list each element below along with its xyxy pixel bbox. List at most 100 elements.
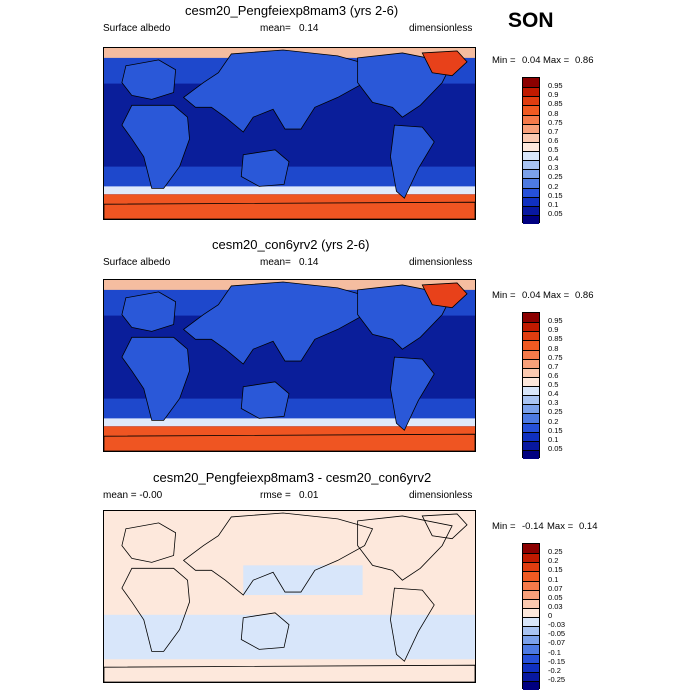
- colorbar-swatch: [523, 671, 539, 681]
- sea-ice-edge-band: [104, 418, 475, 427]
- colorbar-tick-label: 0.85: [548, 334, 563, 344]
- panel-1-units: dimensionless: [409, 23, 473, 34]
- continent-australia: [240, 381, 290, 419]
- continent-africa: [121, 104, 190, 189]
- colorbar-swatch: [523, 151, 539, 161]
- continent-antarctica: [104, 433, 475, 451]
- colorbar-tick-label: 0.25: [548, 547, 563, 557]
- colorbar-tick-label: 0.25: [548, 172, 563, 182]
- colorbar-swatch: [523, 607, 539, 617]
- panel-1-map: [103, 47, 476, 220]
- colorbar-swatch: [523, 449, 539, 459]
- panel-3-min-value: -0.14: [522, 521, 544, 532]
- colorbar-tick-label: 0.8: [548, 108, 559, 118]
- colorbar-swatch: [523, 96, 539, 106]
- colorbar-swatch: [523, 313, 539, 323]
- colorbar-swatch: [523, 653, 539, 663]
- colorbar-swatch: [523, 87, 539, 97]
- map-canvas: [104, 280, 475, 451]
- colorbar-swatch: [523, 205, 539, 215]
- colorbar-tick-label: 0.15: [548, 425, 563, 435]
- colorbar-tick-label: 0.75: [548, 117, 563, 127]
- colorbar-swatch: [523, 340, 539, 350]
- panel-3-rmse-value: 0.01: [299, 490, 319, 501]
- panel-1-min-label: Min =: [492, 55, 516, 66]
- colorbar-swatch: [523, 376, 539, 386]
- panel-2-min-label: Min =: [492, 290, 516, 301]
- colorbar-swatch: [523, 123, 539, 133]
- colorbar-swatch: [523, 386, 539, 396]
- colorbar-tick-label: -0.05: [548, 629, 566, 639]
- sea-ice-edge-band: [104, 186, 475, 195]
- season-label: SON: [508, 9, 554, 32]
- colorbar-tick-label: 0.95: [548, 316, 563, 326]
- colorbar-tick-label: 0.25: [548, 407, 563, 417]
- colorbar-tick-label: -0.15: [548, 656, 566, 666]
- colorbar-tick-label: 0.15: [548, 565, 563, 575]
- colorbar-swatch: [523, 214, 539, 224]
- colorbar-swatch: [523, 114, 539, 124]
- panel-1-max-label: Max =: [543, 55, 570, 66]
- panel-3-max-label: Max =: [547, 521, 574, 532]
- colorbar-tick-label: 0.15: [548, 190, 563, 200]
- colorbar-tick-label: 0.2: [548, 416, 559, 426]
- coastline-europe: [121, 522, 177, 563]
- colorbar-tick-label: 0.03: [548, 601, 563, 611]
- colorbar-tick-label: 0.5: [548, 380, 559, 389]
- south-ocean-band: [104, 398, 475, 421]
- colorbar-swatch: [523, 580, 539, 590]
- coastline-africa: [121, 567, 190, 652]
- colorbar-tick-label: -0.25: [548, 674, 566, 684]
- colorbar-swatch: [523, 662, 539, 672]
- colorbar-swatch: [523, 440, 539, 450]
- colorbar-tick-label: 0.2: [548, 556, 559, 566]
- colorbar-swatch: [523, 680, 539, 690]
- panel-2-min-value: 0.04: [522, 290, 541, 301]
- panel-1-colorbar: [522, 77, 540, 224]
- colorbar-swatch: [523, 413, 539, 423]
- panel-2-mean-value: 0.14: [299, 257, 319, 268]
- panel-2-mean-label: mean=: [260, 257, 291, 268]
- colorbar-swatch: [523, 367, 539, 377]
- south-ocean-band: [104, 166, 475, 189]
- continent-europe: [121, 291, 177, 332]
- colorbar-swatch: [523, 349, 539, 359]
- coastline-south-america: [390, 587, 435, 662]
- colorbar-tick-label: 0.4: [548, 389, 559, 399]
- panel-1-variable: Surface albedo: [103, 23, 171, 34]
- colorbar-tick-label: 0.4: [548, 154, 559, 164]
- colorbar-swatch: [523, 358, 539, 368]
- colorbar-swatch: [523, 187, 539, 197]
- colorbar-tick-label: 0.7: [548, 361, 559, 371]
- colorbar-swatch: [523, 160, 539, 170]
- panel-2-title: cesm20_con6yrv2 (yrs 2-6): [212, 237, 370, 252]
- diff-negative-band: [104, 614, 475, 660]
- colorbar-swatch: [523, 395, 539, 405]
- colorbar-swatch: [523, 169, 539, 179]
- colorbar-swatch: [523, 571, 539, 581]
- panel-1-title: cesm20_Pengfeiexp8mam3 (yrs 2-6): [185, 3, 399, 18]
- colorbar-tick-label: 0.3: [548, 163, 559, 173]
- map-canvas: [104, 511, 475, 682]
- colorbar-swatch: [523, 178, 539, 188]
- colorbar-tick-label: 0.05: [548, 592, 563, 602]
- diff-negative-patch: [243, 565, 363, 596]
- coastline-greenland: [421, 513, 468, 540]
- colorbar-swatch: [523, 322, 539, 332]
- colorbar-swatch: [523, 404, 539, 414]
- colorbar-swatch: [523, 78, 539, 88]
- continent-greenland: [421, 282, 468, 309]
- colorbar-swatch: [523, 141, 539, 151]
- panel-3-mean: mean = -0.00: [103, 490, 163, 501]
- continent-antarctica: [104, 201, 475, 219]
- panel-1-mean-value: 0.14: [299, 23, 319, 34]
- colorbar-swatch: [523, 132, 539, 142]
- colorbar-tick-label: -0.1: [548, 647, 561, 657]
- colorbar-tick-label: -0.07: [548, 638, 566, 648]
- colorbar-tick-label: 0.95: [548, 81, 563, 91]
- continent-south-america: [390, 124, 435, 199]
- continent-europe: [121, 59, 177, 100]
- panel-3-units: dimensionless: [409, 490, 473, 501]
- continent-south-america: [390, 356, 435, 431]
- colorbar-swatch: [523, 626, 539, 636]
